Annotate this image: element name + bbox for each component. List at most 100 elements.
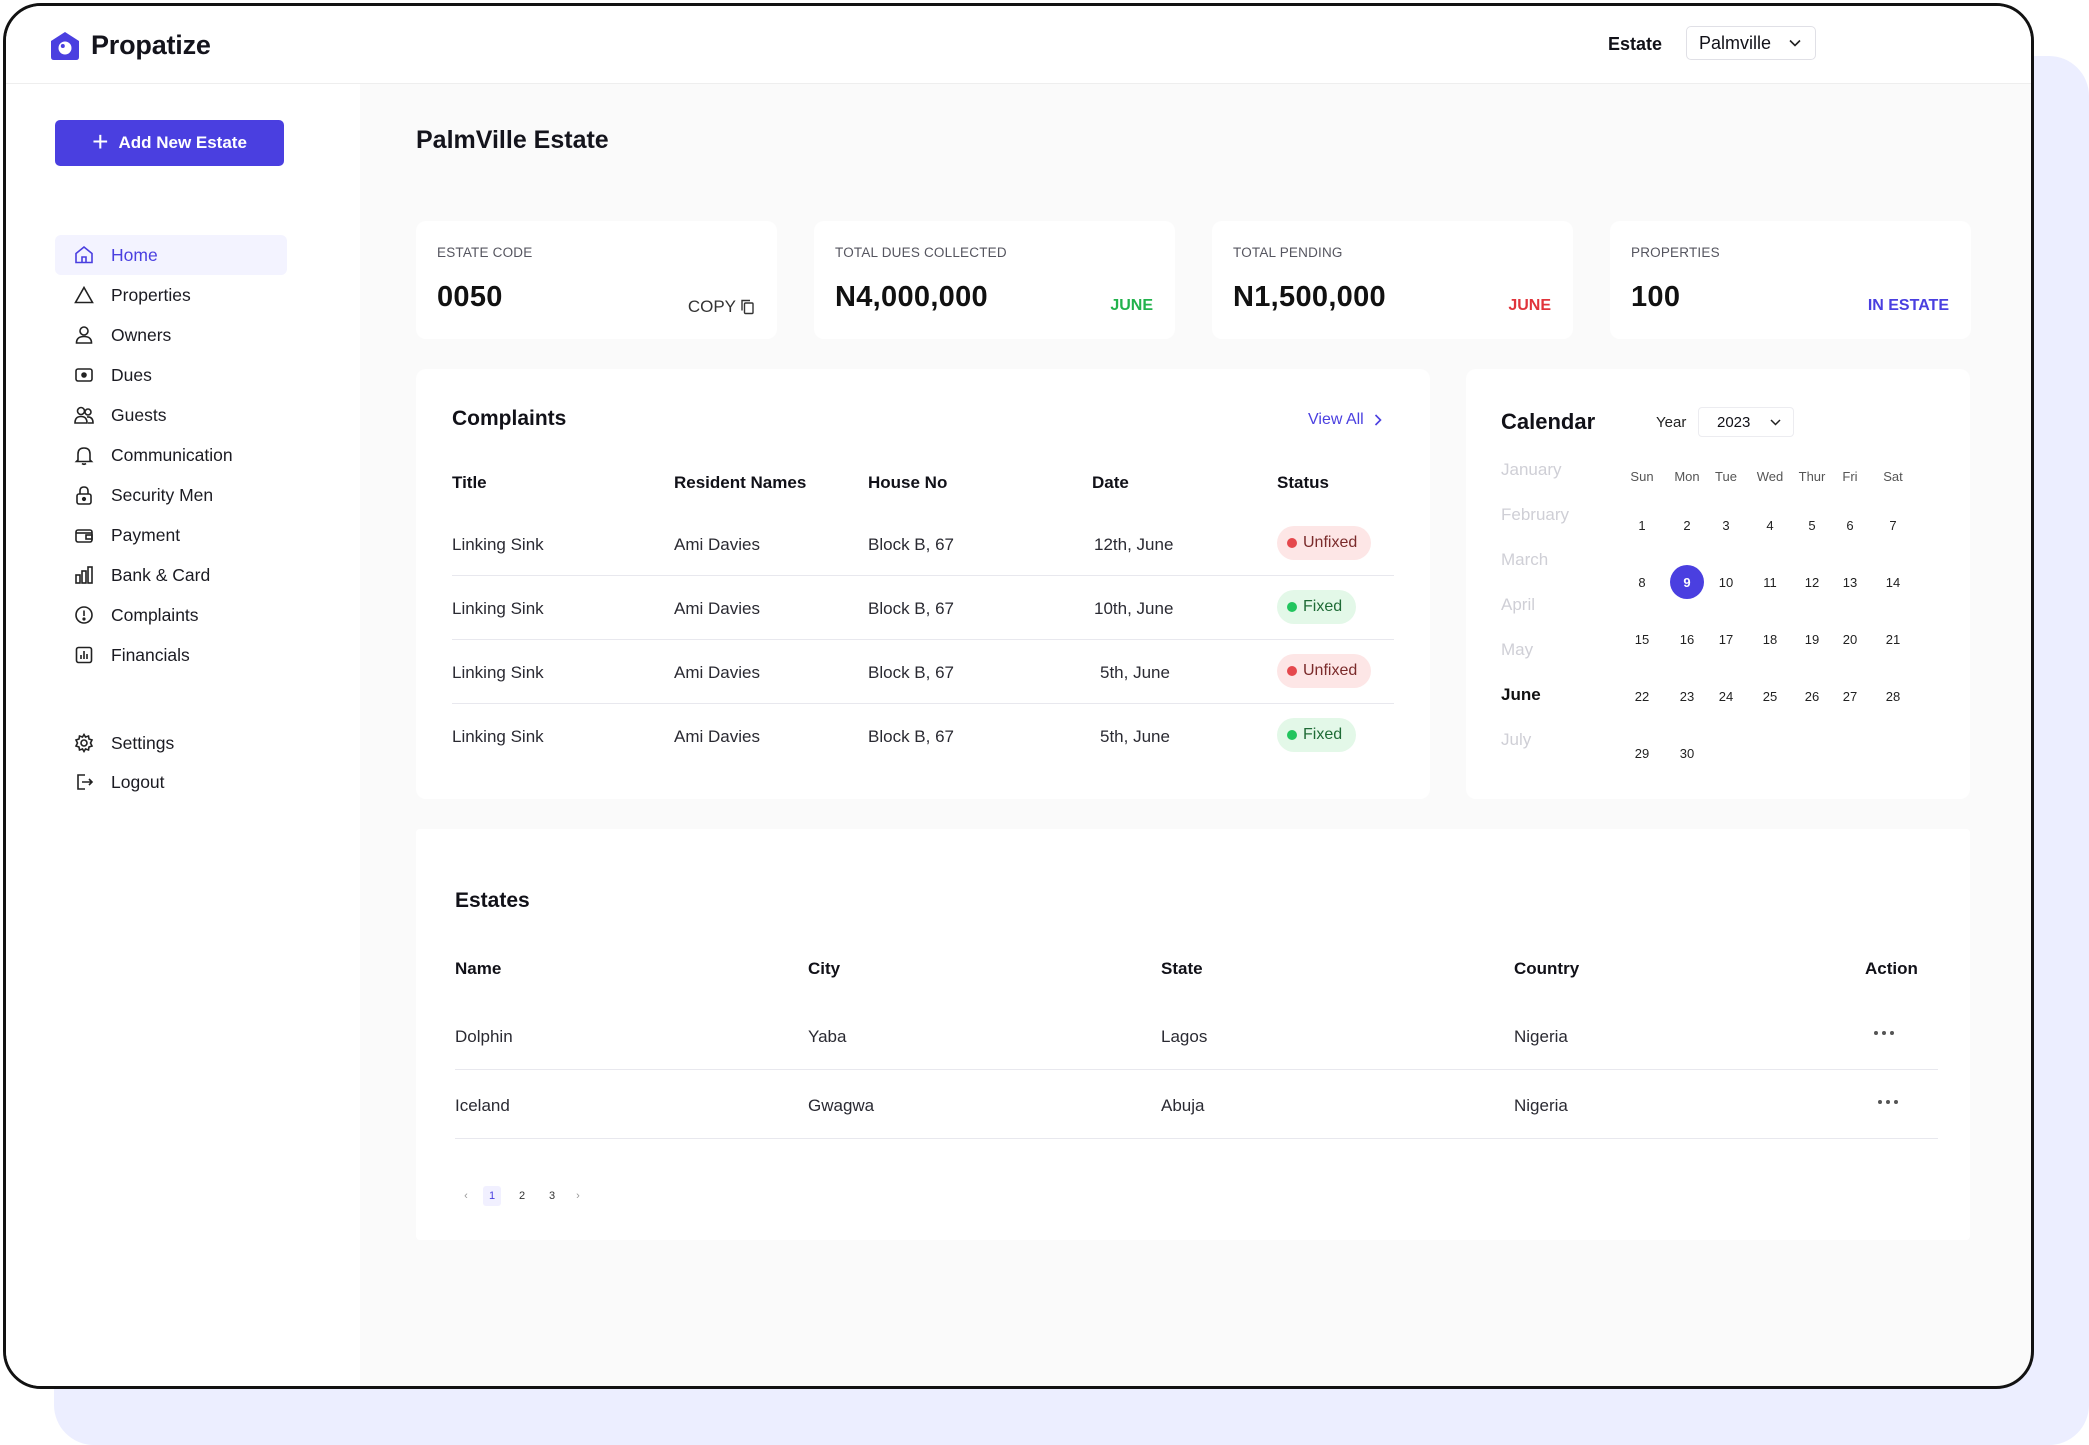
sidebar-item-security-men[interactable]: Security Men: [55, 475, 287, 515]
calendar-day[interactable]: 19: [1804, 631, 1820, 647]
weekday-label: Mon: [1674, 469, 1700, 484]
table-row[interactable]: Dolphin Yaba Lagos Nigeria: [455, 1001, 1938, 1070]
chart-icon: [75, 646, 93, 664]
calendar-day[interactable]: 13: [1842, 574, 1858, 590]
pagination-page-2[interactable]: 2: [518, 1190, 526, 1202]
calendar-day[interactable]: 18: [1762, 631, 1778, 647]
month-april[interactable]: April: [1501, 595, 1536, 614]
table-row[interactable]: Linking Sink Ami Davies Block B, 67 5th,…: [452, 704, 1394, 768]
column-header-country: Country: [1514, 959, 1580, 978]
calendar-day[interactable]: 20: [1842, 631, 1858, 647]
month-march[interactable]: March: [1501, 550, 1549, 569]
pagination-page-3[interactable]: 3: [548, 1190, 556, 1202]
calendar-day[interactable]: 25: [1762, 688, 1778, 704]
logo[interactable]: Propatize: [49, 30, 211, 61]
sidebar-item-label: Payment: [111, 524, 181, 545]
estate-name: Dolphin: [455, 1027, 513, 1046]
more-options-icon[interactable]: [1864, 1021, 1904, 1045]
status-label: Unfixed: [1303, 534, 1358, 551]
calendar-day[interactable]: 1: [1638, 517, 1646, 533]
pagination-page-1[interactable]: 1: [483, 1186, 501, 1206]
copy-button[interactable]: COPY: [688, 297, 755, 317]
sidebar-item-home[interactable]: Home: [55, 235, 287, 275]
table-row[interactable]: Iceland Gwagwa Abuja Nigeria: [455, 1070, 1938, 1139]
estate-city: Gwagwa: [808, 1096, 875, 1115]
sidebar-item-financials[interactable]: Financials: [55, 635, 287, 675]
sidebar-item-dues[interactable]: Dues: [55, 355, 287, 395]
sidebar-item-logout[interactable]: Logout: [55, 762, 287, 802]
month-may[interactable]: May: [1501, 640, 1534, 659]
sidebar-item-guests[interactable]: Guests: [55, 395, 287, 435]
status-dot: [1287, 538, 1297, 548]
column-header-resident: Resident Names: [674, 473, 807, 492]
calendar-day[interactable]: 9: [1670, 565, 1704, 599]
sidebar-item-payment[interactable]: Payment: [55, 515, 287, 555]
calendar-day[interactable]: 12: [1804, 574, 1820, 590]
calendar-day[interactable]: 2: [1683, 517, 1691, 533]
calendar-day[interactable]: 21: [1885, 631, 1901, 647]
status-dot: [1287, 730, 1297, 740]
calendar-day[interactable]: 16: [1679, 631, 1695, 647]
calendar-day[interactable]: 22: [1634, 688, 1650, 704]
stat-note: JUNE: [1110, 297, 1153, 314]
table-row[interactable]: Linking Sink Ami Davies Block B, 67 12th…: [452, 512, 1394, 576]
calendar-day[interactable]: 4: [1766, 517, 1774, 533]
calendar-title: Calendar: [1501, 409, 1596, 434]
users-icon: [74, 406, 94, 424]
weekday-label: Fri: [1842, 469, 1858, 484]
estates-card: Estates Name City State Country Action D…: [416, 829, 1970, 1240]
complaint-date: 5th, June: [1100, 727, 1170, 746]
year-select[interactable]: 2023: [1698, 407, 1794, 437]
sidebar-item-label: Guests: [111, 404, 167, 425]
logout-icon: [77, 774, 94, 790]
calendar-day[interactable]: 8: [1638, 574, 1646, 590]
month-july[interactable]: July: [1501, 730, 1532, 749]
calendar-day[interactable]: 23: [1679, 688, 1695, 704]
view-all-link[interactable]: View All: [1308, 411, 1382, 429]
calendar-day[interactable]: 29: [1634, 745, 1650, 761]
month-june[interactable]: June: [1501, 685, 1541, 704]
add-new-estate-label: Add New Estate: [118, 133, 247, 152]
more-options-icon[interactable]: [1868, 1090, 1908, 1114]
estate-state: Abuja: [1161, 1096, 1205, 1115]
lock-icon: [76, 486, 92, 505]
stat-label: TOTAL DUES COLLECTED: [835, 245, 1007, 260]
table-row[interactable]: Linking Sink Ami Davies Block B, 67 10th…: [452, 576, 1394, 640]
calendar-day[interactable]: 17: [1718, 631, 1734, 647]
calendar-day[interactable]: 26: [1804, 688, 1820, 704]
calendar-day[interactable]: 28: [1885, 688, 1901, 704]
calendar-day[interactable]: 24: [1718, 688, 1734, 704]
year-label: Year: [1656, 414, 1687, 431]
month-february[interactable]: February: [1501, 505, 1570, 524]
calendar-day[interactable]: 3: [1722, 517, 1730, 533]
calendar-day[interactable]: 14: [1885, 574, 1901, 590]
sidebar-item-label: Bank & Card: [111, 564, 211, 585]
sidebar-item-label: Logout: [111, 771, 165, 792]
calendar-day[interactable]: 5: [1808, 517, 1816, 533]
sidebar-item-complaints[interactable]: Complaints: [55, 595, 287, 635]
logo-icon: [51, 31, 79, 60]
complaint-date: 12th, June: [1094, 535, 1174, 554]
calendar-day[interactable]: 15: [1634, 631, 1650, 647]
calendar-day[interactable]: 10: [1718, 574, 1734, 590]
pagination-prev[interactable]: ‹: [464, 1190, 468, 1202]
sidebar-item-bank-card[interactable]: Bank & Card: [55, 555, 287, 595]
sidebar-item-properties[interactable]: Properties: [55, 275, 287, 315]
add-new-estate-button[interactable]: + Add New Estate: [55, 120, 284, 166]
calendar-day[interactable]: 11: [1763, 574, 1777, 590]
pagination-next[interactable]: ›: [576, 1190, 580, 1202]
sidebar-item-owners[interactable]: Owners: [55, 315, 287, 355]
table-row[interactable]: Linking Sink Ami Davies Block B, 67 5th,…: [452, 640, 1394, 704]
month-january[interactable]: January: [1501, 460, 1562, 479]
column-header-state: State: [1161, 959, 1203, 978]
calendar-day[interactable]: 7: [1889, 517, 1897, 533]
copy-label: COPY: [687, 297, 736, 316]
calendar-day[interactable]: 6: [1846, 517, 1854, 533]
sidebar-item-settings[interactable]: Settings: [55, 723, 287, 763]
complaints-title: Complaints: [452, 407, 567, 430]
calendar-day[interactable]: 30: [1679, 745, 1695, 761]
sidebar-item-communication[interactable]: Communication: [55, 435, 287, 475]
calendar-day[interactable]: 27: [1842, 688, 1858, 704]
weekday-label: Thur: [1798, 469, 1826, 484]
estate-select[interactable]: Palmville: [1686, 26, 1816, 60]
